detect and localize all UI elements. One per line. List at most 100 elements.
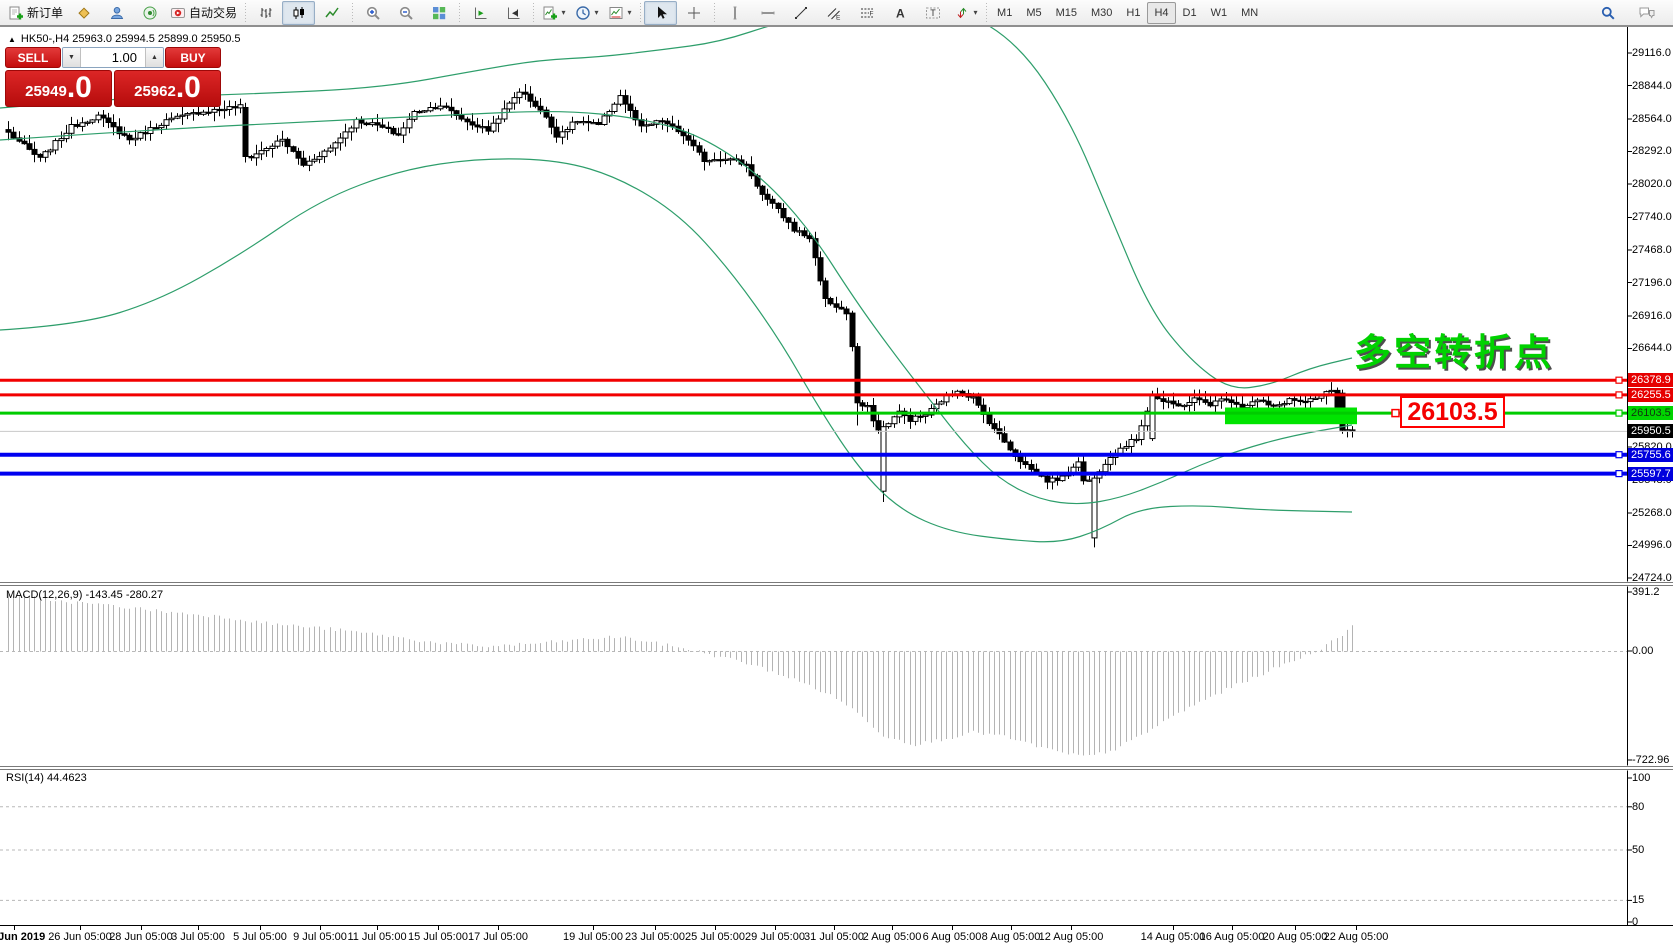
collapse-triangle-icon[interactable]: ▲ <box>8 34 16 44</box>
timeframe-button-mn[interactable]: MN <box>1241 6 1259 19</box>
zoom-in-button[interactable] <box>356 1 389 25</box>
zoom-out-button[interactable] <box>389 1 422 25</box>
label-button[interactable]: T <box>916 1 949 25</box>
line-chart-button[interactable] <box>315 1 348 25</box>
line-anchor-handle[interactable] <box>1615 470 1623 478</box>
timeframe-button-m15[interactable]: M15 <box>1055 6 1077 19</box>
candlestick-button[interactable] <box>282 0 316 25</box>
toolbar-separator <box>638 2 643 23</box>
line-anchor-handle[interactable] <box>1615 391 1623 399</box>
fibonacci-button[interactable]: F <box>850 1 883 25</box>
toolbar-separator <box>350 2 355 23</box>
template-icon <box>608 5 624 21</box>
toolbar-separator <box>712 2 717 23</box>
tile-icon <box>431 5 447 21</box>
buy-price-display[interactable]: 25962.0 <box>114 70 221 107</box>
sell-price-main: 25949 <box>25 83 67 100</box>
volume-increase-button[interactable]: ▲ <box>145 48 163 67</box>
timeframe-button-h4[interactable]: H4 <box>1147 1 1176 24</box>
sound-icon <box>142 5 158 21</box>
indicators-button[interactable]: ▾ <box>537 1 570 25</box>
buy-price-pips: .0 <box>175 71 201 104</box>
svg-text:F: F <box>869 10 873 17</box>
line-anchor-handle[interactable] <box>1615 409 1623 417</box>
timeframe-button-m1[interactable]: M1 <box>997 6 1013 19</box>
price-axis-tick: 28020.0 <box>1632 178 1672 190</box>
text-icon: A <box>892 5 908 21</box>
bars-chart-icon <box>258 5 274 21</box>
arrows-icon <box>954 5 970 21</box>
time-axis-label: 20 Aug 05:00 <box>1262 931 1328 943</box>
sell-price-display[interactable]: 25949.0 <box>5 70 112 107</box>
bar-chart-button[interactable] <box>249 1 282 25</box>
time-axis-label: 6 Aug 05:00 <box>922 931 982 943</box>
level-lines[interactable] <box>0 376 1627 478</box>
arrows-button[interactable]: ▾ <box>949 1 982 25</box>
periods-button[interactable]: ▾ <box>570 1 603 25</box>
sell-price-pips: .0 <box>66 71 92 104</box>
rsi-axis-tick: 80 <box>1632 800 1645 813</box>
green-zone-rectangle[interactable] <box>1225 407 1357 425</box>
toolbar-separator <box>531 2 536 23</box>
price-level-callout[interactable]: 26103.5 <box>1400 396 1505 428</box>
time-axis-label: 3 Jul 05:00 <box>171 931 225 943</box>
price-axis-tick: 24996.0 <box>1632 539 1672 552</box>
timeframe-button-d1[interactable]: D1 <box>1182 6 1197 19</box>
macd-indicator-label: MACD(12,26,9) -143.45 -280.27 <box>6 589 164 601</box>
price-axis-tick: 24724.0 <box>1632 572 1672 584</box>
toolbar-separator <box>243 2 248 23</box>
chart-shift-button[interactable] <box>496 1 529 25</box>
templates-button[interactable]: ▾ <box>603 1 636 25</box>
candlestick-series <box>5 84 1356 548</box>
autotrade-icon <box>170 5 186 21</box>
timeframe-button-m5[interactable]: M5 <box>1026 6 1042 19</box>
channel-button[interactable]: E <box>817 1 850 25</box>
time-axis-label: 23 Jul 05:00 <box>625 931 685 943</box>
profile-button[interactable] <box>100 1 133 25</box>
time-axis-label: 8 Aug 05:00 <box>981 931 1041 943</box>
indicators-icon <box>542 5 558 21</box>
search-button[interactable] <box>1591 1 1624 25</box>
timeframe-button-w1[interactable]: W1 <box>1210 6 1228 19</box>
crosshair-button[interactable] <box>677 1 710 25</box>
cursor-button[interactable] <box>644 0 678 25</box>
hline-icon <box>760 5 776 21</box>
buy-button[interactable]: BUY <box>165 47 221 68</box>
panel-frames <box>0 27 1673 930</box>
callout-anchor-handle[interactable] <box>1391 408 1400 418</box>
sell-button[interactable]: SELL <box>5 47 61 68</box>
eraser-button[interactable] <box>67 1 100 25</box>
news-button[interactable] <box>133 1 166 25</box>
time-axis-label: 15 Jul 05:00 <box>408 931 468 943</box>
volume-input[interactable]: 1.00 <box>111 50 137 65</box>
horizontal-line-button[interactable] <box>751 1 784 25</box>
timeframe-button-m30[interactable]: M30 <box>1091 6 1113 19</box>
vertical-line-button[interactable] <box>718 1 751 25</box>
line-anchor-handle[interactable] <box>1615 376 1623 384</box>
trendline-button[interactable] <box>784 1 817 25</box>
timeframe-button-h1[interactable]: H1 <box>1126 6 1141 19</box>
price-tag-25950.5: 25950.5 <box>1628 424 1673 439</box>
macd-axis-tick: 0.00 <box>1632 645 1654 657</box>
autotrade-button[interactable]: 自动交易 <box>166 1 241 25</box>
volume-decrease-button[interactable]: ▼ <box>63 48 81 67</box>
turning-point-annotation[interactable]: 多空转折点 <box>1354 332 1554 373</box>
text-button[interactable]: A <box>883 1 916 25</box>
bollinger-lower-band <box>0 158 1353 543</box>
line-anchor-handle[interactable] <box>1615 451 1623 459</box>
price-axis-tick: 28292.0 <box>1632 145 1672 158</box>
chevron-down-icon: ▾ <box>594 8 599 17</box>
buy-price-main: 25962 <box>134 83 176 100</box>
tile-windows-button[interactable] <box>422 1 455 25</box>
new-order-button[interactable]: 新订单 <box>4 1 67 25</box>
price-axis-tick: 29116.0 <box>1632 47 1671 59</box>
candles-icon <box>291 5 307 21</box>
price-axis-tick: 27740.0 <box>1632 211 1672 224</box>
line-chart-icon <box>324 5 340 21</box>
auto-scroll-button[interactable] <box>463 1 496 25</box>
chat-button[interactable] <box>1630 1 1663 25</box>
time-axis-label: 2 Aug 05:00 <box>862 931 922 943</box>
time-axis-label: 19 Jul 05:00 <box>563 931 623 943</box>
